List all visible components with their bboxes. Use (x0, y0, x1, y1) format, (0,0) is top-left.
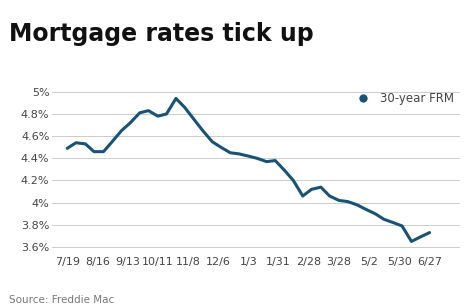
Legend: 30-year FRM: 30-year FRM (352, 92, 454, 105)
Text: Source: Freddie Mac: Source: Freddie Mac (9, 295, 115, 305)
Text: Mortgage rates tick up: Mortgage rates tick up (9, 22, 314, 46)
